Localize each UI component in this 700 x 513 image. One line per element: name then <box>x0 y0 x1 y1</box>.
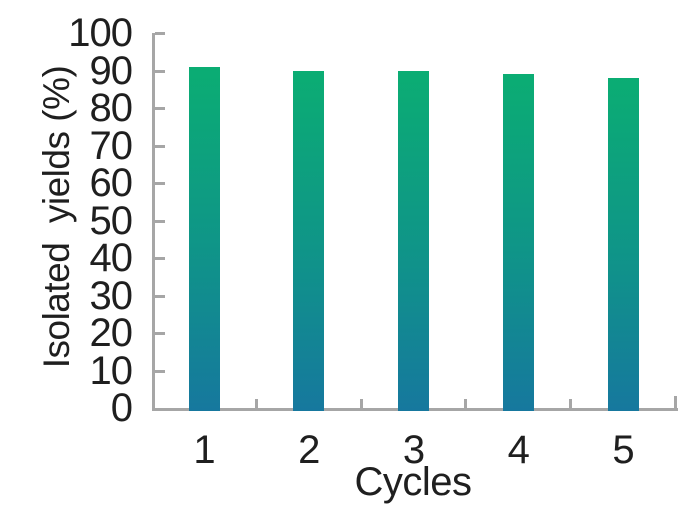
x-category-label: 4 <box>507 428 530 472</box>
y-tick-mark <box>154 107 165 110</box>
y-axis-line <box>151 33 155 411</box>
y-tick-label: 70 <box>89 123 134 168</box>
y-tick-mark <box>154 32 165 35</box>
y-tick-mark <box>154 219 165 223</box>
y-tick-label: 80 <box>89 86 134 130</box>
y-tick-mark <box>154 332 165 335</box>
y-tick-mark <box>154 294 165 298</box>
x-tick-mark <box>254 399 258 408</box>
y-tick-mark <box>154 182 165 185</box>
bar <box>293 70 325 411</box>
bar <box>188 66 220 411</box>
y-tick-label: 60 <box>89 161 134 205</box>
y-tick-label: 90 <box>89 48 134 93</box>
y-tick-label: 40 <box>89 236 134 280</box>
bar <box>502 74 534 411</box>
x-tick-mark <box>359 399 363 408</box>
y-tick-label: 50 <box>89 198 134 243</box>
bar <box>607 78 639 411</box>
x-category-label: 5 <box>612 428 634 472</box>
x-tick-mark <box>569 399 572 408</box>
y-tick-label: 0 <box>110 386 133 430</box>
x-category-label: 1 <box>193 428 215 472</box>
x-axis-title: Cycles <box>354 460 472 504</box>
x-category-label: 2 <box>298 428 320 472</box>
y-tick-mark <box>154 369 165 373</box>
bar <box>398 70 429 411</box>
y-tick-label: 30 <box>89 273 134 318</box>
x-category-label: 3 <box>402 428 425 472</box>
x-tick-mark <box>464 399 468 408</box>
y-tick-mark <box>154 257 165 260</box>
y-tick-label: 10 <box>89 348 134 393</box>
y-tick-mark <box>154 144 165 148</box>
y-tick-label: 20 <box>89 311 134 355</box>
x-tick-mark <box>673 396 677 408</box>
y-tick-mark <box>154 69 165 73</box>
y-tick-label: 100 <box>68 11 133 55</box>
